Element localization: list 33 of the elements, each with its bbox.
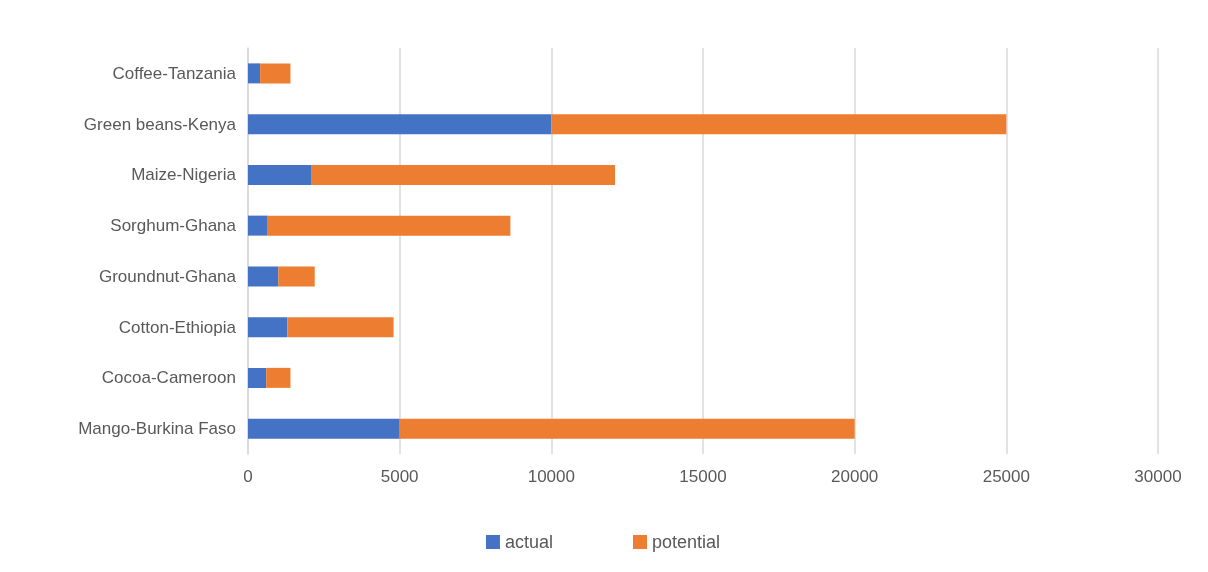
bar xyxy=(248,164,312,185)
bar xyxy=(248,317,288,338)
bar xyxy=(248,266,279,287)
y-tick-label: Coffee-Tanzania xyxy=(112,63,237,83)
legend-label: potential xyxy=(651,532,721,552)
y-tick-label: Cocoa-Cameroon xyxy=(101,368,236,388)
bar xyxy=(278,266,315,287)
y-tick-label: Maize-Nigeria xyxy=(131,165,237,185)
x-tick-label: 5000 xyxy=(380,467,419,486)
bar xyxy=(248,215,268,236)
bar xyxy=(267,215,511,236)
x-tick-label: 25000 xyxy=(982,467,1030,486)
x-tick-label: 30000 xyxy=(1134,467,1182,486)
x-tick-label: 10000 xyxy=(527,467,575,486)
bar xyxy=(248,418,400,439)
bar xyxy=(266,367,291,388)
y-tick-label: Green beans-Kenya xyxy=(83,114,237,134)
bar xyxy=(260,63,291,84)
bar xyxy=(248,63,261,84)
y-tick-label: Sorghum-Ghana xyxy=(110,216,237,236)
y-tick-label: Cotton-Ethiopia xyxy=(118,317,237,337)
x-tick-label: 0 xyxy=(243,467,253,486)
bar xyxy=(248,367,267,388)
y-tick-label: Mango-Burkina Faso xyxy=(78,419,236,439)
legend-label: actual xyxy=(504,532,553,552)
y-tick-label: Groundnut-Ghana xyxy=(98,266,237,286)
bar xyxy=(287,317,394,338)
x-tick-label: 20000 xyxy=(831,467,879,486)
bar xyxy=(248,114,552,135)
x-tick-label: 15000 xyxy=(679,467,727,486)
bar xyxy=(551,114,1007,135)
bar xyxy=(399,418,855,439)
bar xyxy=(311,164,616,185)
